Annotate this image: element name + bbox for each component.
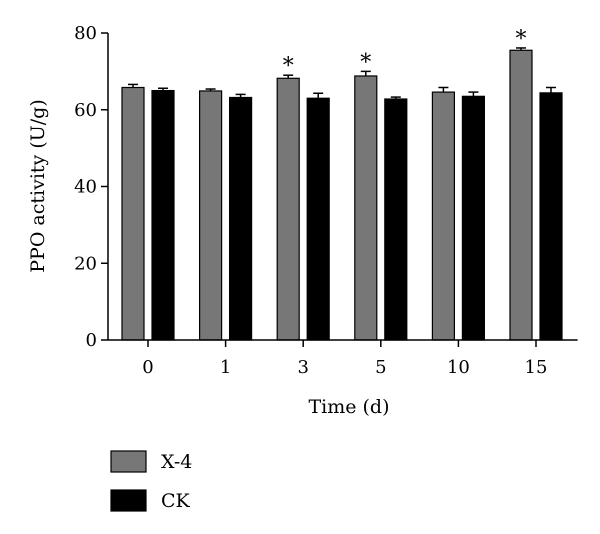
legend-swatch-x4: [110, 450, 147, 473]
bar-ck-3: [306, 97, 330, 341]
bar-x4-5: [354, 75, 378, 341]
bar-ck-10: [461, 95, 485, 341]
bar-x4-3: [276, 77, 300, 341]
y-tick-label-60: 60: [74, 100, 97, 121]
x-tick-label-3: 3: [297, 357, 308, 378]
x-tick-label-5: 5: [375, 357, 386, 378]
x-tick-label-15: 15: [525, 357, 548, 378]
y-tick-label-20: 20: [74, 253, 97, 274]
legend-label-ck: CK: [161, 490, 191, 512]
significance-marker-3: *: [283, 54, 294, 79]
y-axis-label: PPO activity (U/g): [27, 99, 49, 273]
legend-swatch-ck: [110, 489, 147, 512]
bar-ck-1: [229, 96, 253, 341]
legend: X-4 CK: [110, 450, 192, 512]
bar-ck-15: [539, 92, 563, 341]
y-tick-label-40: 40: [74, 177, 97, 198]
significance-marker-5: *: [360, 50, 371, 75]
bar-x4-15: [509, 49, 533, 341]
y-tick-label-80: 80: [74, 23, 97, 44]
axes-layer: 0 20 40 60 80 0 1 3 5 10 15: [74, 23, 578, 378]
y-tick-label-0: 0: [86, 330, 97, 351]
x-axis-label: Time (d): [308, 396, 389, 418]
bar-x4-0: [121, 86, 145, 341]
x-tick-label-1: 1: [220, 357, 231, 378]
bar-ck-0: [151, 89, 175, 341]
bar-x4-10: [431, 91, 455, 341]
legend-label-x4: X-4: [161, 451, 192, 473]
significance-marker-15: *: [516, 27, 527, 52]
bar-ck-5: [384, 98, 408, 341]
bar-x4-1: [199, 90, 223, 341]
x-tick-label-0: 0: [142, 357, 153, 378]
bars-layer: * * *: [121, 27, 563, 341]
x-tick-label-10: 10: [447, 357, 470, 378]
